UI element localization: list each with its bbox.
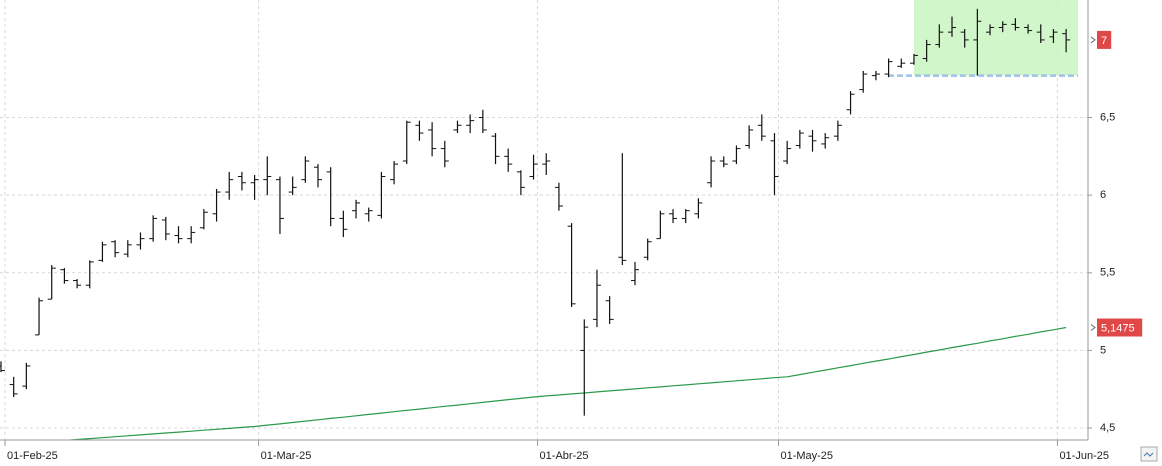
x-tick-label: 01-Feb-25 <box>7 450 58 462</box>
scroll-icon <box>1143 452 1154 457</box>
price-marker-label: 5,1475 <box>1101 322 1135 334</box>
grid <box>0 0 1088 440</box>
y-tick-label: 5,5 <box>1100 267 1115 279</box>
x-tick-label: 01-Abr-25 <box>540 450 589 462</box>
y-tick-label: 4,5 <box>1100 422 1115 434</box>
y-tick-label: 6 <box>1100 189 1106 201</box>
price-marker-box <box>1097 318 1143 337</box>
x-tick-label: 01-May-25 <box>780 450 833 462</box>
highlight-zone <box>914 0 1078 76</box>
y-tick-label: 5 <box>1100 344 1106 356</box>
price-marker-box <box>1097 30 1112 49</box>
scroll-button[interactable] <box>1140 446 1158 462</box>
y-tick-label: 6,5 <box>1100 111 1115 123</box>
x-tick-label: 01-Jun-25 <box>1059 450 1109 462</box>
x-tick-label: 01-Mar-25 <box>261 450 312 462</box>
price-marker-arrow <box>1090 324 1096 331</box>
price-marker-arrow <box>1090 36 1096 44</box>
moving-average-line <box>62 326 1067 440</box>
axes: 4,5 5 5,5 6 6,5 01-Feb-25 01-Mar-25 01-Abr-25 01… <box>4 30 1143 462</box>
price-marker-label: 7 <box>1101 35 1107 47</box>
plot-area <box>0 0 1078 440</box>
